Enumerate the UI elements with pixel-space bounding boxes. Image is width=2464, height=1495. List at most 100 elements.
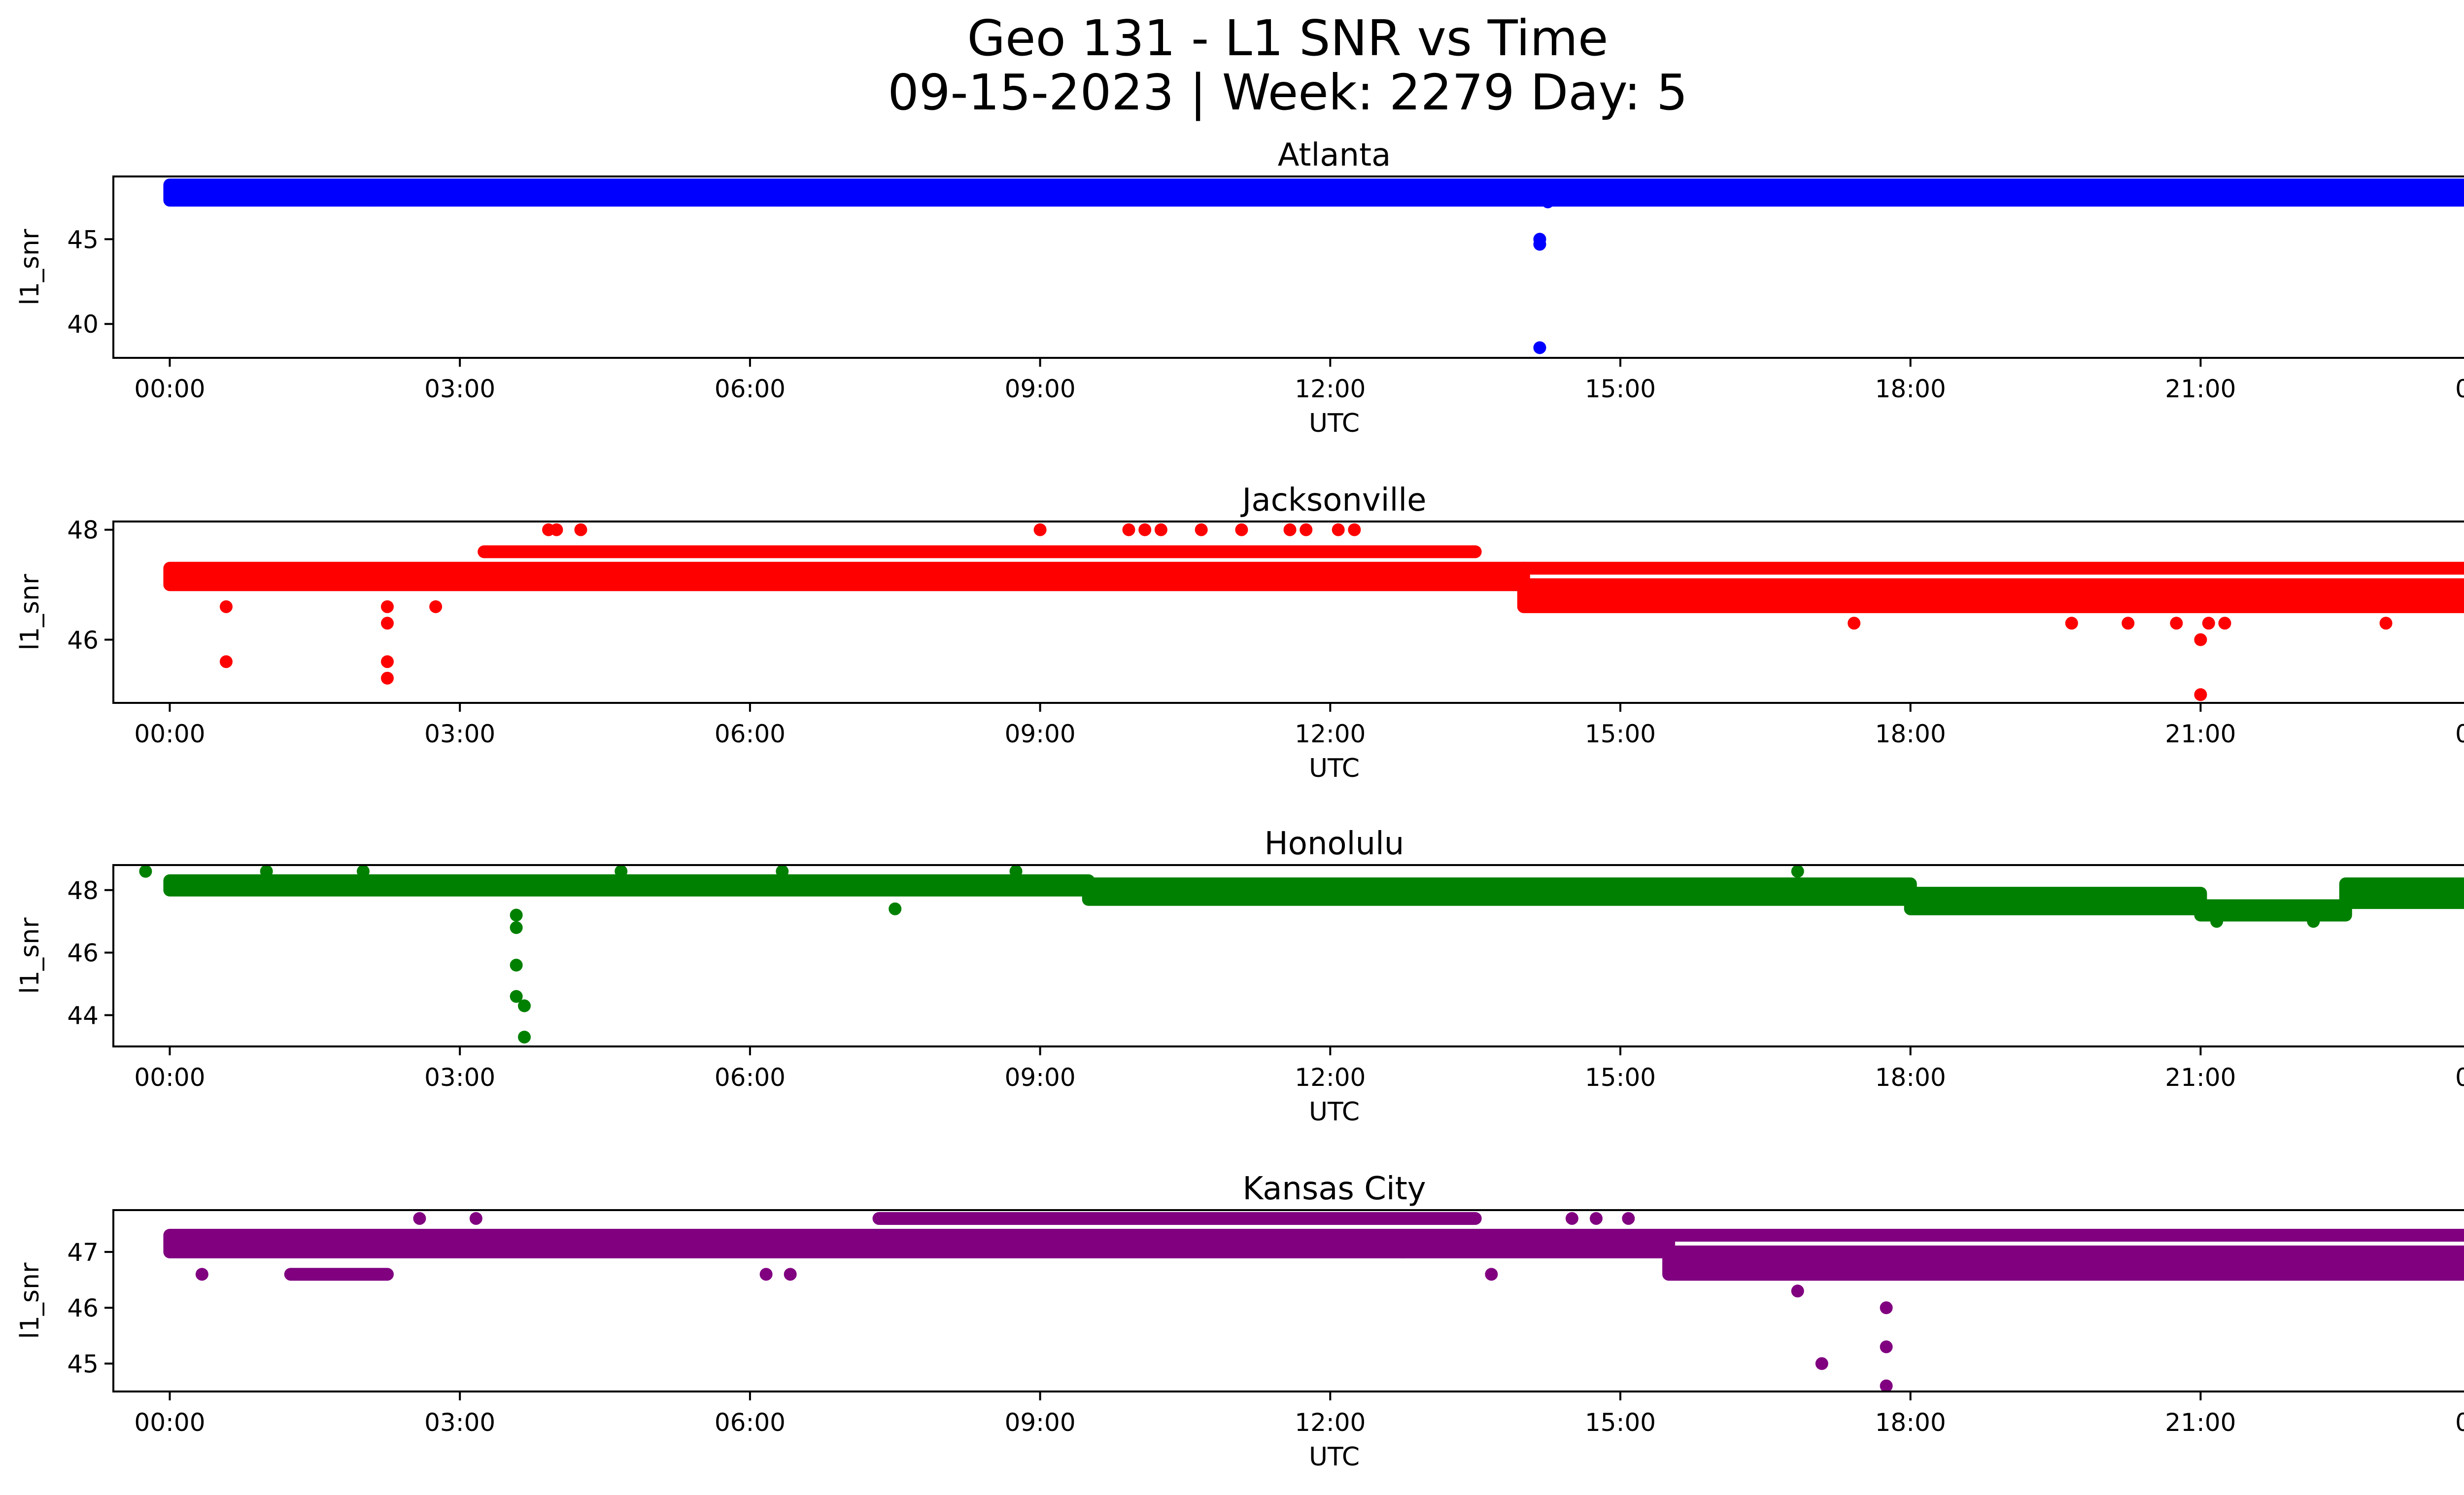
data-point (1589, 1212, 1603, 1225)
data-point (510, 908, 523, 922)
marker-band (872, 1212, 1482, 1225)
y-axis-label: l1_snr (15, 229, 45, 306)
y-tick-label: 48 (67, 516, 99, 545)
data-point (2194, 688, 2207, 701)
data-point (139, 865, 152, 878)
data-point (1848, 617, 1861, 630)
x-tick-label: 21:00 (2165, 375, 2236, 403)
data-point (1332, 523, 1345, 536)
data-point (1622, 1212, 1635, 1225)
x-tick-label: 06:00 (715, 720, 786, 748)
data-point (1565, 1212, 1578, 1225)
data-point (1815, 1357, 1828, 1370)
y-tick-label: 45 (67, 225, 99, 254)
axes-frame (112, 521, 2464, 704)
axes-frame (112, 864, 2464, 1047)
marker-band (163, 178, 2464, 207)
marker-band (2339, 877, 2464, 909)
x-tick-label: 03:00 (424, 1408, 495, 1437)
marker-band (478, 545, 1482, 558)
data-point (1300, 523, 1313, 536)
figure-title: Geo 131 - L1 SNR vs Time (967, 9, 1608, 67)
data-point (518, 999, 531, 1012)
data-point (2202, 617, 2215, 630)
marker-band (1662, 1228, 2464, 1242)
x-tick-label: 00:00 (134, 375, 205, 403)
data-point (2210, 915, 2224, 928)
x-tick-label: 03:00 (424, 375, 495, 403)
x-tick-label: 18:00 (1875, 375, 1946, 403)
data-point (615, 865, 628, 878)
x-axis-label: UTC (1309, 754, 1360, 783)
x-tick-label: 00:00 (2455, 1408, 2464, 1437)
subplot-title: Kansas City (1242, 1171, 1426, 1207)
x-tick-label: 21:00 (2165, 720, 2236, 748)
x-tick-label: 00:00 (2455, 375, 2464, 403)
data-point (1541, 195, 1554, 209)
data-point (2307, 915, 2320, 928)
axes-frame (112, 175, 2464, 359)
y-tick-label: 46 (67, 939, 99, 968)
data-point (550, 523, 563, 536)
x-tick-label: 00:00 (134, 720, 205, 748)
data-point (1533, 341, 1546, 354)
data-point (1235, 523, 1248, 536)
subplot-title: Honolulu (1265, 826, 1404, 862)
axes-frame (112, 1209, 2464, 1392)
x-tick-label: 06:00 (715, 1063, 786, 1092)
data-point (381, 671, 394, 685)
marker-band (163, 1228, 1676, 1258)
y-axis-label: l1_snr (15, 1262, 45, 1339)
x-tick-label: 00:00 (134, 1063, 205, 1092)
x-tick-label: 12:00 (1295, 1408, 1366, 1437)
y-tick-label: 40 (67, 310, 99, 339)
data-point (1880, 1379, 1893, 1392)
subplot-title: Jacksonville (1240, 482, 1427, 519)
data-point (1791, 1285, 1804, 1298)
data-point (381, 655, 394, 668)
data-point (2379, 617, 2393, 630)
x-tick-label: 00:00 (2455, 1063, 2464, 1092)
data-point (1195, 523, 1208, 536)
marker-band (1517, 578, 2464, 613)
x-tick-label: 09:00 (1005, 1063, 1076, 1092)
x-tick-label: 03:00 (424, 1063, 495, 1092)
x-tick-label: 00:00 (2455, 720, 2464, 748)
data-point (889, 902, 902, 915)
data-point (413, 1212, 426, 1225)
data-point (1009, 865, 1023, 878)
data-point (1283, 523, 1297, 536)
x-tick-label: 21:00 (2165, 1063, 2236, 1092)
data-point (219, 600, 233, 613)
x-axis-label: UTC (1309, 1097, 1360, 1127)
data-point (1791, 865, 1804, 878)
x-tick-label: 18:00 (1875, 1408, 1946, 1437)
x-tick-label: 18:00 (1875, 720, 1946, 748)
figure-subtitle: 09-15-2023 | Week: 2279 Day: 5 (888, 64, 1688, 121)
data-point (1525, 194, 1539, 207)
x-tick-label: 09:00 (1005, 720, 1076, 748)
data-point (776, 194, 789, 207)
x-tick-label: 09:00 (1005, 375, 1076, 403)
data-point (776, 865, 789, 878)
marker-band (1517, 561, 2464, 575)
data-point (365, 194, 378, 207)
x-tick-label: 12:00 (1295, 720, 1366, 748)
marker-band (163, 874, 1095, 897)
y-axis-label: l1_snr (15, 574, 45, 651)
data-point (1396, 1245, 1409, 1258)
data-point (469, 1212, 482, 1225)
y-tick-label: 48 (67, 876, 99, 905)
marker-band (1082, 877, 1917, 906)
data-point (381, 617, 394, 630)
data-point (759, 1268, 773, 1281)
x-axis-label: UTC (1309, 1442, 1360, 1472)
x-tick-label: 09:00 (1005, 1408, 1076, 1437)
data-point (356, 865, 370, 878)
data-point (2218, 617, 2231, 630)
data-point (2170, 617, 2183, 630)
x-axis-label: UTC (1309, 409, 1360, 438)
data-point (510, 990, 523, 1003)
